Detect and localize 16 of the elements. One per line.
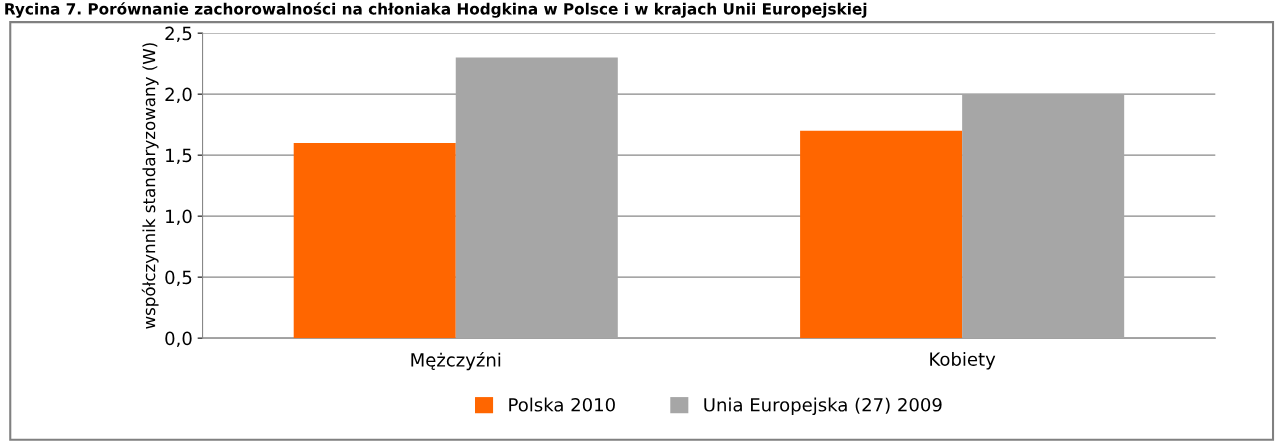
y-tick-label: 0,5 <box>165 270 192 287</box>
bar <box>293 142 456 339</box>
legend-label: Unia Europejska (27) 2009 <box>704 397 942 416</box>
x-tick-label: Mężczyźni <box>411 352 501 371</box>
bar <box>800 130 963 339</box>
bar <box>455 57 618 339</box>
legend-label: Polska 2010 <box>509 397 615 412</box>
chart-title: Rycina 7. Porównanie zachorowalności na chłoniaka Hodgkina w Polsce i w krajach Unii Europejskiej <box>5 2 867 18</box>
bar <box>962 94 1125 339</box>
y-tick-label: 0,0 <box>165 331 192 348</box>
x-tick-label: Kobiety <box>930 352 996 370</box>
y-axis-title: współczynnik standaryzowany (W) <box>141 43 159 329</box>
y-tick-label: 2,5 <box>165 26 192 43</box>
y-tick-label: 2,0 <box>165 87 192 104</box>
y-tick-label: 1,0 <box>166 209 192 226</box>
y-tick-label: 1,5 <box>166 148 192 165</box>
